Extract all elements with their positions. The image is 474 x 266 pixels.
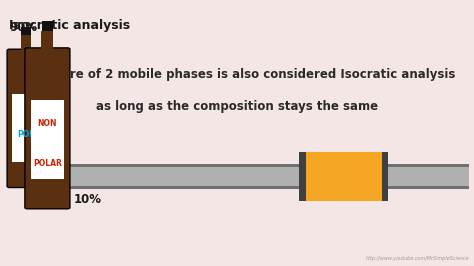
Text: as long as the composition stays the same: as long as the composition stays the sam… <box>96 100 378 113</box>
Text: 10%: 10% <box>73 193 101 206</box>
FancyBboxPatch shape <box>25 48 70 209</box>
Bar <box>42 21 53 31</box>
Bar <box>41 31 54 49</box>
Bar <box>21 35 31 51</box>
Text: POL: POL <box>18 130 35 139</box>
Text: A mixture of 2 mobile phases is also considered Isocratic analysis: A mixture of 2 mobile phases is also con… <box>19 68 455 81</box>
Bar <box>62 167 469 186</box>
Bar <box>12 94 40 162</box>
Bar <box>62 164 469 189</box>
Text: http://www.youtube.com/MrSimpleScience: http://www.youtube.com/MrSimpleScience <box>365 256 469 261</box>
Text: 90%: 90% <box>9 21 37 34</box>
Text: Isocratic analysis: Isocratic analysis <box>9 19 131 32</box>
Bar <box>306 152 382 201</box>
Bar <box>382 152 388 201</box>
Text: NON: NON <box>37 119 57 128</box>
Text: POLAR: POLAR <box>33 159 62 168</box>
Bar <box>299 152 306 201</box>
Bar <box>31 100 64 179</box>
Bar <box>21 27 31 35</box>
FancyBboxPatch shape <box>7 49 45 188</box>
